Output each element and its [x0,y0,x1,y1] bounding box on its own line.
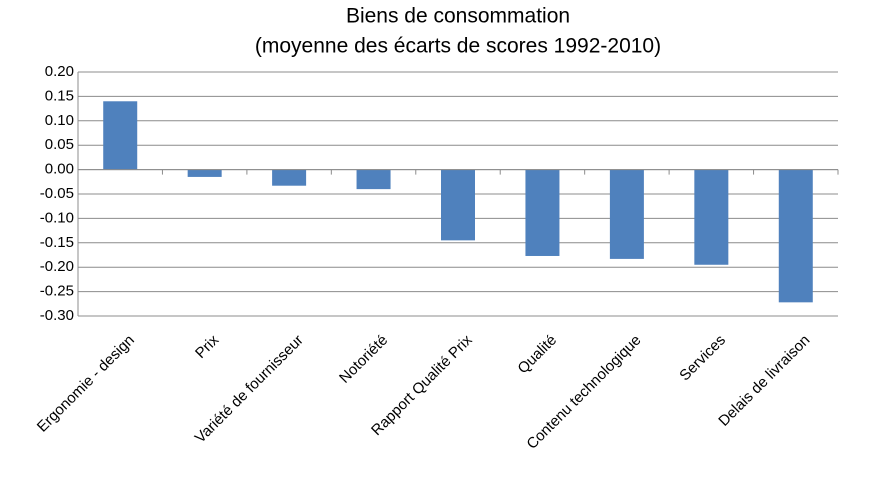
y-tick-label: -0.30 [40,307,74,324]
y-tick-label: -0.15 [40,234,74,251]
bar [103,101,138,170]
y-tick-label: -0.10 [40,209,74,226]
y-tick-label: 0.15 [45,87,74,104]
chart-subtitle: (moyenne des écarts de scores 1992-2010) [255,35,661,58]
x-tick-label: Delais de livraison [715,332,813,430]
bar [272,169,307,186]
bar [356,169,391,190]
y-tick-label: 0.00 [45,161,74,178]
bar [609,169,644,259]
x-tick-label: Notoriété [336,332,391,387]
x-tick-label: Qualité [514,332,560,378]
y-tick-label: -0.25 [40,283,74,300]
x-tick-label: Prix [192,331,223,362]
y-tick-label: 0.20 [45,63,74,80]
y-tick-label: 0.10 [45,112,74,129]
bar [187,169,222,177]
chart-title: Biens de consommation [346,5,570,28]
x-tick-label: Services [676,332,729,385]
y-tick-label: 0.05 [45,136,74,153]
x-tick-label: Ergonomie - design [34,332,138,436]
y-tick-label: -0.20 [40,258,74,275]
y-tick-label: -0.05 [40,185,74,202]
bar [694,169,729,265]
bar [525,169,560,256]
bar [441,169,475,241]
bar [778,169,813,303]
